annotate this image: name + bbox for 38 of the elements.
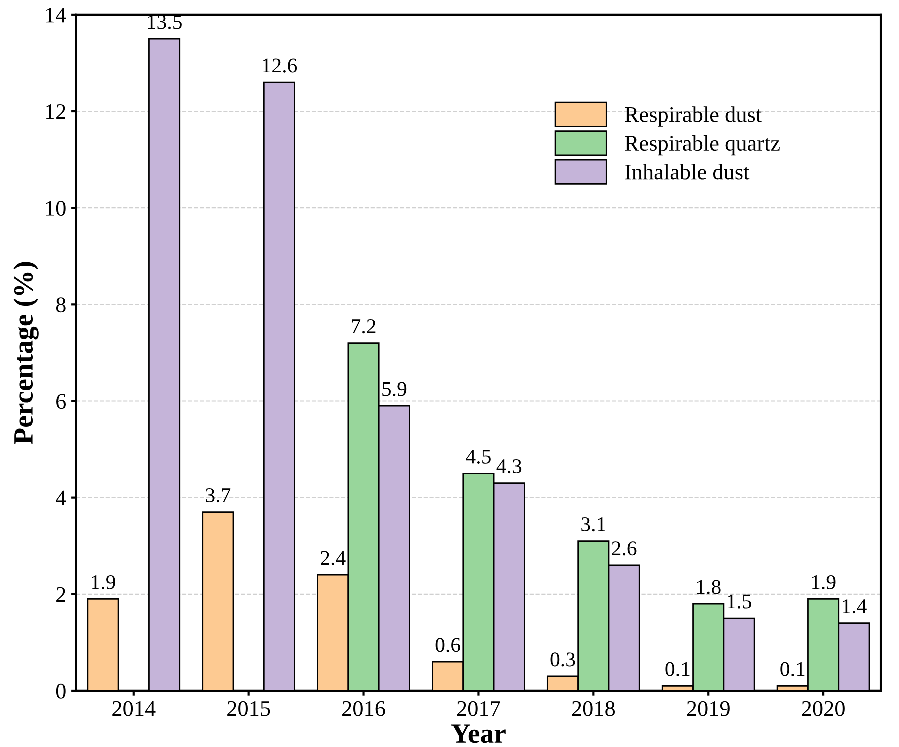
data-label: 4.5: [466, 450, 491, 464]
y-tick-label: 12: [46, 104, 66, 120]
data-label: 3.7: [206, 488, 231, 503]
data-label: 4.3: [496, 460, 522, 474]
x-tick-label: 2015: [228, 701, 270, 716]
x-tick-label: 2016: [342, 701, 386, 716]
y-tick-label: 2: [56, 587, 66, 602]
data-label: 0.1: [780, 662, 805, 676]
legend-label: Respirable dust: [625, 106, 762, 127]
x-tick-label: 2014: [112, 701, 156, 716]
y-tick-label: 8: [56, 298, 66, 313]
data-label: 12.6: [263, 58, 298, 73]
legend-label: Respirable quartz: [625, 135, 780, 156]
y-tick-label: 10: [46, 201, 66, 216]
legend-label: Inhalable dust: [625, 164, 750, 180]
y-tick-label: 0: [56, 684, 66, 699]
data-label: 5.9: [382, 382, 407, 396]
y-axis-title: Percentage (%): [14, 262, 39, 444]
x-tick-label: 2019: [687, 701, 730, 716]
x-axis-title: Year: [451, 724, 506, 744]
y-tick-label: 14: [46, 8, 66, 23]
data-label: 1.4: [843, 600, 867, 614]
data-label: 0.6: [436, 638, 460, 652]
x-tick-label: 2018: [572, 701, 616, 716]
data-label: 2.6: [612, 542, 637, 556]
data-label: 0.1: [666, 662, 690, 676]
data-label: 3.1: [582, 517, 606, 532]
y-tick-label: 4: [56, 490, 66, 506]
data-label: 0.3: [550, 652, 576, 667]
data-label: 1.8: [697, 580, 721, 594]
data-label: 1.9: [812, 575, 836, 590]
x-tick-label: 2017: [457, 701, 500, 716]
data-label: 7.2: [352, 320, 376, 334]
x-tick-label: 2020: [802, 701, 845, 716]
data-label: 2.4: [321, 551, 346, 566]
data-label: 1.9: [92, 575, 116, 590]
data-label: 1.5: [728, 594, 752, 609]
y-tick-label: 6: [56, 394, 66, 410]
